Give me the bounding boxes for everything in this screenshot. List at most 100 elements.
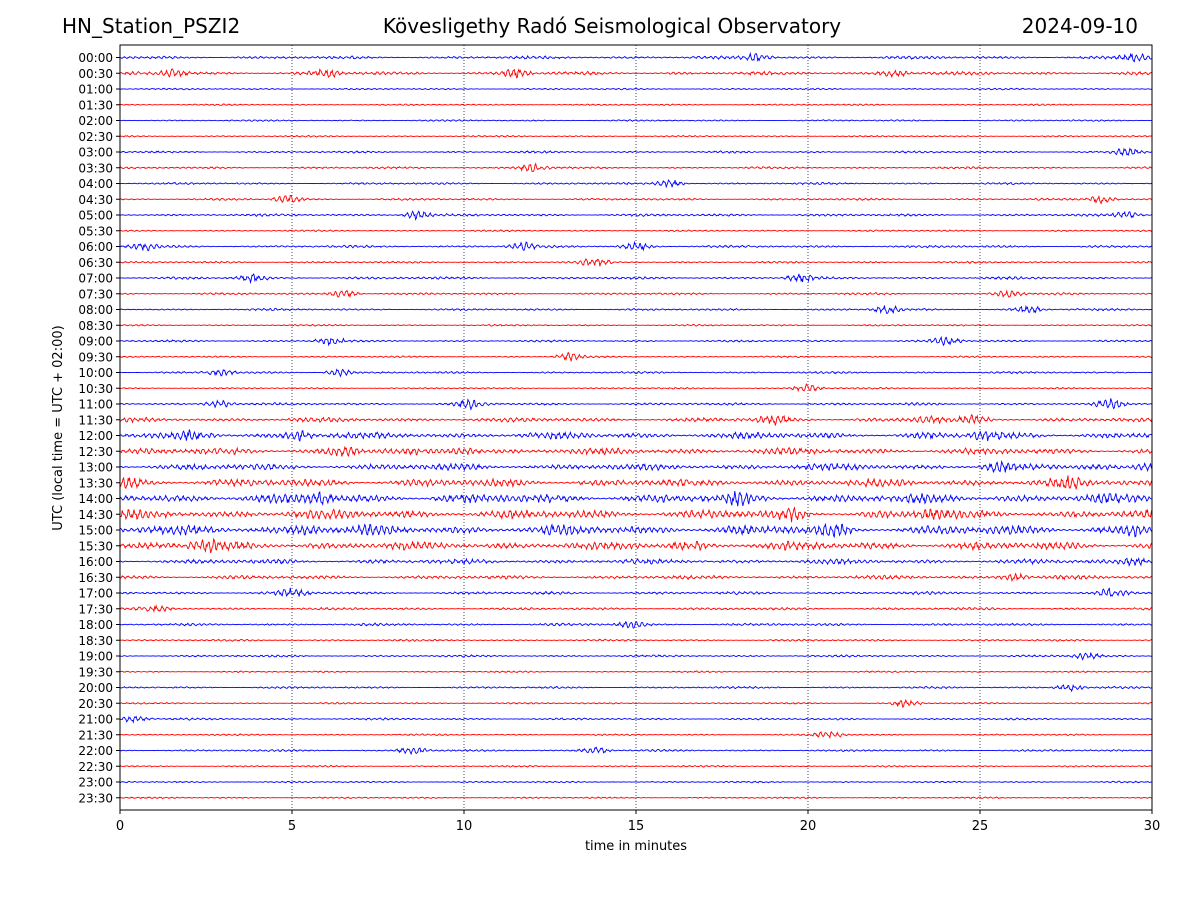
trace-0830 [119, 323, 1153, 327]
trace-0330 [119, 162, 1153, 173]
y-tick-label: 21:00 [78, 713, 113, 727]
x-tick-label: 0 [116, 819, 124, 834]
y-axis-label: UTC (local time = UTC + 02:00) [51, 325, 66, 530]
trace-0000 [119, 51, 1153, 63]
trace-0230 [119, 134, 1153, 138]
y-tick-label: 03:30 [78, 161, 113, 175]
y-tick-label: 01:30 [78, 98, 113, 112]
trace-0030 [119, 68, 1153, 79]
y-tick-label: 08:00 [78, 303, 113, 317]
x-tick-label: 30 [1144, 819, 1161, 834]
trace-0730 [119, 289, 1153, 299]
trace-0700 [119, 273, 1153, 285]
trace-1830 [119, 638, 1153, 642]
y-tick-label: 07:00 [78, 272, 113, 286]
y-tick-label: 05:00 [78, 209, 113, 223]
trace-1030 [119, 383, 1153, 393]
y-tick-label: 21:30 [78, 728, 113, 742]
trace-2130 [119, 731, 1153, 740]
y-tick-label: 17:00 [78, 587, 113, 601]
y-tick-label: 11:00 [78, 398, 113, 412]
trace-1430 [119, 506, 1153, 523]
trace-0300 [119, 147, 1153, 157]
x-tick-label: 15 [628, 819, 645, 834]
y-tick-label: 23:00 [78, 776, 113, 790]
y-tick-label: 04:00 [78, 177, 113, 191]
trace-1700 [119, 587, 1153, 597]
y-tick-label: 22:00 [78, 744, 113, 758]
y-tick-label: 02:00 [78, 114, 113, 128]
x-axis-label: time in minutes [585, 839, 687, 854]
x-tick-label: 20 [800, 819, 817, 834]
trace-1000 [119, 368, 1153, 378]
trace-2200 [119, 746, 1153, 756]
y-tick-label: 22:30 [78, 760, 113, 774]
trace-2300 [119, 780, 1153, 784]
y-tick-label: 17:30 [78, 602, 113, 616]
trace-1130 [119, 414, 1153, 426]
trace-1500 [119, 522, 1153, 539]
y-tick-label: 09:30 [78, 350, 113, 364]
y-tick-label: 00:00 [78, 51, 113, 65]
trace-1400 [119, 490, 1153, 507]
y-tick-label: 09:00 [78, 335, 113, 349]
date-title: 2024-09-10 [1021, 14, 1138, 38]
y-tick-label: 16:30 [78, 571, 113, 585]
y-tick-label: 15:30 [78, 539, 113, 553]
y-tick-label: 18:30 [78, 634, 113, 648]
y-tick-label: 08:30 [78, 319, 113, 333]
x-tick-label: 5 [288, 819, 296, 834]
trace-2030 [119, 698, 1153, 709]
trace-0900 [119, 335, 1153, 347]
y-tick-label: 11:30 [78, 413, 113, 427]
trace-0200 [119, 119, 1153, 122]
y-tick-label: 06:30 [78, 256, 113, 270]
trace-1200 [119, 429, 1153, 442]
trace-0600 [119, 240, 1153, 252]
trace-1600 [119, 557, 1153, 568]
trace-2330 [119, 796, 1153, 800]
trace-1730 [119, 604, 1153, 614]
y-tick-label: 01:00 [78, 83, 113, 97]
y-tick-label: 04:30 [78, 193, 113, 207]
y-tick-label: 20:00 [78, 681, 113, 695]
trace-2100 [119, 715, 1153, 724]
trace-0430 [119, 194, 1153, 205]
vertical-grid [291, 45, 981, 810]
y-tick-label: 05:30 [78, 224, 113, 238]
y-tick-label: 02:30 [78, 130, 113, 144]
y-tick-label: 12:00 [78, 429, 113, 443]
y-tick-label: 00:30 [78, 67, 113, 81]
y-tick-label: 07:30 [78, 287, 113, 301]
y-tick-label: 13:30 [78, 476, 113, 490]
x-tick-label: 25 [972, 819, 989, 834]
y-tick-label: 10:30 [78, 382, 113, 396]
y-tick-label: 13:00 [78, 461, 113, 475]
y-tick-label: 10:00 [78, 366, 113, 380]
y-tick-label: 06:00 [78, 240, 113, 254]
y-tick-label: 14:00 [78, 492, 113, 506]
trace-1900 [119, 652, 1153, 661]
trace-1530 [119, 537, 1153, 554]
seismic-traces [119, 51, 1153, 800]
trace-1800 [119, 621, 1153, 629]
y-tick-label: 19:30 [78, 665, 113, 679]
trace-0800 [119, 304, 1153, 315]
trace-1330 [119, 475, 1153, 490]
y-tick-label: 19:00 [78, 650, 113, 664]
trace-1100 [119, 398, 1153, 411]
observatory-title: Kövesligethy Radó Seismological Observat… [382, 14, 842, 38]
trace-2000 [119, 683, 1153, 693]
y-tick-label: 14:30 [78, 508, 113, 522]
trace-0400 [119, 179, 1153, 189]
y-tick-label: 23:30 [78, 791, 113, 805]
trace-0500 [119, 210, 1153, 221]
trace-1300 [119, 459, 1153, 473]
x-tick-label: 10 [456, 819, 473, 834]
station-title: HN_Station_PSZI2 [62, 14, 241, 38]
trace-0130 [119, 103, 1153, 107]
trace-2230 [119, 764, 1153, 768]
y-tick-label: 15:00 [78, 524, 113, 538]
